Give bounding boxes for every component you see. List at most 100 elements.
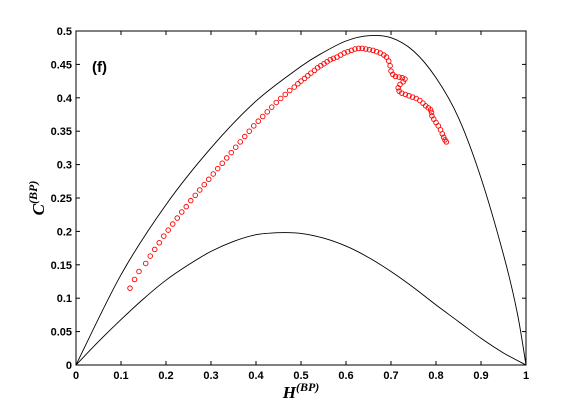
data-point <box>428 109 435 116</box>
y-axis-label: C(BP) <box>26 181 48 216</box>
data-point <box>440 134 447 140</box>
data-point <box>205 176 212 183</box>
data-point <box>136 268 142 275</box>
y-tick-label: 0.45 <box>51 59 72 71</box>
data-point <box>327 56 334 63</box>
data-point <box>396 74 402 80</box>
data-point <box>348 47 355 54</box>
data-point <box>192 192 198 199</box>
data-point <box>156 240 162 246</box>
x-axis-label-sup: (BP) <box>296 380 319 394</box>
data-point <box>427 107 434 113</box>
y-tick-label: 0.15 <box>51 260 72 272</box>
data-point <box>400 79 406 85</box>
y-tick-label: 0.35 <box>51 126 72 138</box>
data-point <box>214 165 221 172</box>
data-point <box>255 118 261 124</box>
data-point <box>386 58 392 64</box>
x-tick-label: 1 <box>523 370 529 382</box>
data-point <box>359 45 365 52</box>
data-point <box>305 73 311 79</box>
data-point <box>301 75 308 82</box>
axis-ticks: 0 0.1 0.2 0.3 0.4 0.5 0.6 0.7 0.8 0.9 1 0 0.05 0.1 0.1… <box>51 26 529 382</box>
data-point <box>196 187 203 193</box>
data-point <box>363 46 369 52</box>
data-point <box>341 50 347 56</box>
data-point <box>392 73 399 80</box>
x-tick-label: 0.8 <box>428 370 443 382</box>
data-point <box>187 197 194 204</box>
data-point <box>127 285 133 291</box>
lower-bound-curve <box>75 232 527 366</box>
x-tick-label: 0.9 <box>473 370 488 382</box>
data-point <box>370 47 376 54</box>
y-tick-label: 0.1 <box>57 293 72 305</box>
data-point <box>142 260 149 267</box>
data-point <box>435 123 442 129</box>
y-tick-label: 0.4 <box>57 93 73 105</box>
x-tick-label: 0.2 <box>158 370 173 382</box>
data-point <box>355 45 362 52</box>
x-tick-label: 0.6 <box>338 370 353 382</box>
data-point <box>311 67 318 74</box>
data-point <box>352 46 358 52</box>
data-point <box>232 144 239 150</box>
x-axis-label-base: H <box>282 383 297 402</box>
plot-frame <box>75 30 527 366</box>
x-tick-label: 0.1 <box>113 370 128 382</box>
data-point <box>291 84 298 90</box>
data-point <box>273 99 280 106</box>
data-point <box>308 70 314 76</box>
data-point <box>246 128 252 134</box>
data-point <box>417 97 423 104</box>
data-point <box>282 91 289 98</box>
data-point <box>298 78 304 84</box>
data-point <box>147 253 153 259</box>
data-point <box>201 181 207 188</box>
y-tick-label: 0.3 <box>57 160 72 172</box>
data-points <box>127 45 450 291</box>
data-point <box>210 171 216 177</box>
data-point <box>237 139 243 145</box>
data-point <box>178 209 185 215</box>
x-tick-label: 0.3 <box>203 370 218 382</box>
data-point <box>366 46 373 53</box>
data-point <box>260 113 266 120</box>
data-point <box>345 48 351 55</box>
data-point <box>241 133 248 140</box>
data-point <box>406 93 412 99</box>
data-point <box>151 246 158 253</box>
data-point <box>165 227 171 233</box>
complexity-bounds <box>75 34 527 366</box>
data-point <box>174 215 180 221</box>
y-tick-label: 0 <box>66 360 72 372</box>
data-point <box>387 62 393 69</box>
y-tick-label: 0.2 <box>57 226 72 238</box>
data-point <box>443 139 450 145</box>
data-point <box>395 85 401 91</box>
x-tick-label: 0.4 <box>248 370 264 382</box>
x-tick-label: 0 <box>73 370 79 382</box>
data-point <box>399 90 405 96</box>
x-tick-label: 0.7 <box>383 370 398 382</box>
x-tick-label: 0.5 <box>293 370 308 382</box>
data-point <box>295 81 301 87</box>
y-axis-label-sup: (BP) <box>26 181 40 204</box>
data-point <box>383 54 390 60</box>
data-point <box>402 91 409 98</box>
data-point <box>223 155 230 161</box>
panel-label: (f) <box>92 59 107 76</box>
data-point <box>183 203 189 210</box>
data-point <box>373 48 380 55</box>
data-point <box>264 109 271 115</box>
x-axis-label: H(BP) <box>282 380 320 402</box>
data-point <box>160 233 167 239</box>
data-point <box>278 95 284 102</box>
data-point <box>409 94 416 100</box>
data-point <box>269 104 275 110</box>
y-tick-label: 0.25 <box>51 193 72 205</box>
data-point <box>330 55 337 62</box>
data-point <box>433 119 439 126</box>
data-point <box>219 160 225 167</box>
